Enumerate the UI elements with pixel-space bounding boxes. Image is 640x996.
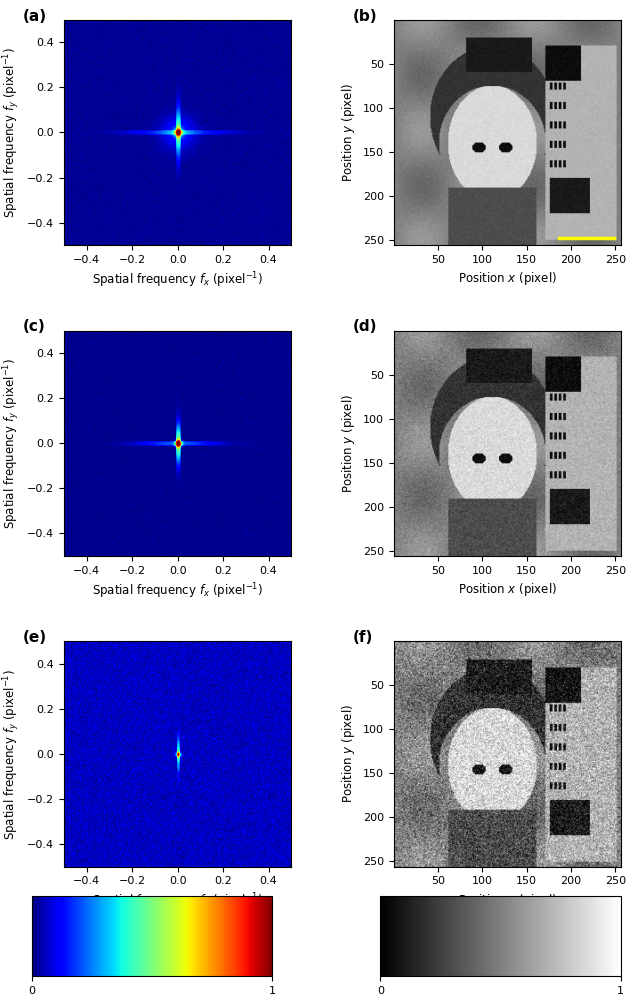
X-axis label: Position $x$ (pixel): Position $x$ (pixel) <box>458 891 557 908</box>
X-axis label: Spatial frequency $f_x$ (pixel$^{-1}$): Spatial frequency $f_x$ (pixel$^{-1}$) <box>92 581 263 601</box>
Y-axis label: Spatial frequency $f_y$ (pixel$^{-1}$): Spatial frequency $f_y$ (pixel$^{-1}$) <box>1 668 22 840</box>
Text: (a): (a) <box>23 9 47 24</box>
Text: (b): (b) <box>353 9 377 24</box>
X-axis label: Spatial frequency $f_x$ (pixel$^{-1}$): Spatial frequency $f_x$ (pixel$^{-1}$) <box>92 270 263 290</box>
Text: (e): (e) <box>23 630 47 645</box>
Y-axis label: Position $y$ (pixel): Position $y$ (pixel) <box>340 704 357 804</box>
Y-axis label: Spatial frequency $f_y$ (pixel$^{-1}$): Spatial frequency $f_y$ (pixel$^{-1}$) <box>1 47 22 218</box>
Text: (f): (f) <box>353 630 373 645</box>
X-axis label: Spatial frequency $f_x$ (pixel$^{-1}$): Spatial frequency $f_x$ (pixel$^{-1}$) <box>92 891 263 911</box>
Text: (d): (d) <box>353 320 377 335</box>
Text: (c): (c) <box>23 320 46 335</box>
X-axis label: Position $x$ (pixel): Position $x$ (pixel) <box>458 581 557 598</box>
Y-axis label: Spatial frequency $f_y$ (pixel$^{-1}$): Spatial frequency $f_y$ (pixel$^{-1}$) <box>1 358 22 529</box>
Y-axis label: Position $y$ (pixel): Position $y$ (pixel) <box>340 83 357 182</box>
Y-axis label: Position $y$ (pixel): Position $y$ (pixel) <box>340 393 357 493</box>
X-axis label: Position $x$ (pixel): Position $x$ (pixel) <box>458 270 557 288</box>
